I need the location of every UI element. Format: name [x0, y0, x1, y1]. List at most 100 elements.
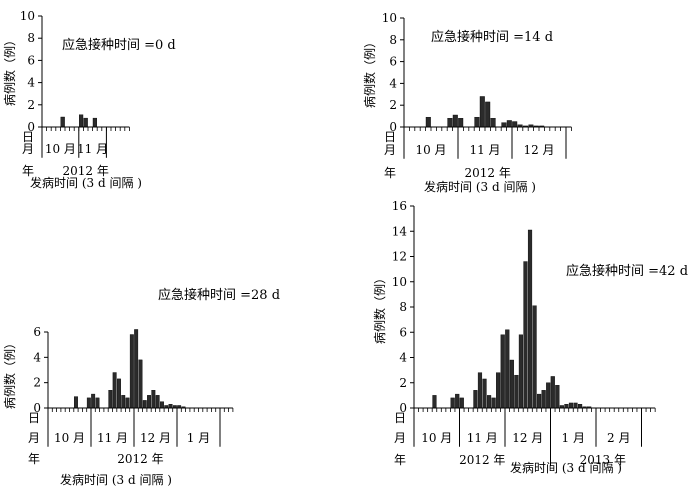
- y-tick-label: 6: [27, 53, 35, 67]
- bar: [578, 404, 583, 409]
- row-label-day: 日: [384, 130, 396, 144]
- bar: [458, 118, 464, 128]
- bar: [147, 395, 152, 409]
- bar: [506, 120, 512, 128]
- row-label-day: 日: [394, 411, 406, 425]
- row-label-year: 年: [28, 452, 40, 466]
- y-tick-label: 2: [399, 376, 407, 390]
- y-tick-label: 0: [389, 120, 397, 134]
- chart-panel-14d: 应急接种时间 =14 d 病例数（例） 发病时间 (3 d 间隔 ) 0 2 4 6 8…: [362, 11, 572, 194]
- bar: [455, 393, 460, 409]
- year-label: 2012 年: [63, 164, 109, 178]
- chart-panel-0d: 应急接种时间 =0 d 病例数（例） 发病时间 (3 d 间隔 ) 0 2 4 6 8 1…: [2, 9, 176, 190]
- bar: [112, 372, 117, 409]
- bar: [523, 261, 528, 409]
- bar: [568, 402, 574, 409]
- bar: [168, 404, 173, 409]
- bar: [501, 122, 507, 128]
- y-tick-label: 6: [33, 325, 41, 339]
- bar: [425, 116, 431, 128]
- y-axis-label: 病例数（例）: [362, 36, 377, 108]
- chart-panel-28d: 应急接种时间 =28 d 病例数（例） 发病时间 (3 d 间隔 ) 0 2 4 6 日…: [2, 287, 280, 487]
- month-label: 2 月: [607, 431, 630, 445]
- chart-title: 应急接种时间 =14 d: [431, 29, 553, 45]
- bar: [95, 397, 100, 409]
- y-tick-label: 8: [27, 31, 35, 45]
- bar: [83, 117, 88, 128]
- row-label-year: 年: [22, 164, 34, 178]
- month-label: 12 月: [140, 431, 171, 445]
- bar: [532, 305, 537, 409]
- y-tick-label: 16: [392, 199, 407, 213]
- bar: [490, 118, 496, 128]
- month-label: 1 月: [187, 431, 210, 445]
- bar: [546, 382, 551, 409]
- bar: [564, 404, 569, 409]
- bar: [134, 329, 139, 409]
- bar: [151, 390, 156, 409]
- month-label: 1 月: [562, 431, 585, 445]
- x-axis-title: 发病时间 (3 d 间隔 ): [60, 472, 172, 487]
- y-tick-label: 4: [399, 351, 407, 365]
- month-label: 10 月: [45, 142, 76, 156]
- bar: [159, 401, 164, 409]
- bar: [512, 121, 518, 128]
- row-label-month: 月: [394, 431, 406, 445]
- row-label-year: 年: [384, 166, 396, 180]
- bar: [92, 117, 97, 128]
- y-tick-label: 10: [392, 275, 407, 289]
- y-tick-label: 4: [33, 350, 41, 364]
- year-label: 2012 年: [465, 166, 511, 180]
- bar: [537, 393, 542, 409]
- y-axis-label: 病例数（例）: [2, 337, 17, 409]
- x-axis-title: 发病时间 (3 d 间隔 ): [30, 175, 142, 190]
- bar: [125, 397, 130, 409]
- chart-title: 应急接种时间 =28 d: [158, 287, 280, 303]
- bar: [450, 397, 455, 409]
- bar: [129, 334, 134, 409]
- y-tick-label: 2: [27, 98, 35, 112]
- x-axis-title: 发病时间 (3 d 间隔 ): [424, 179, 536, 194]
- bar: [485, 101, 491, 128]
- bar: [487, 395, 492, 409]
- bar: [509, 359, 514, 409]
- bar: [477, 372, 483, 409]
- year-label: 2012 年: [117, 452, 163, 466]
- y-tick-label: 0: [27, 120, 35, 134]
- bar: [474, 116, 480, 128]
- y-tick-label: 10: [382, 11, 397, 25]
- month-label: 10 月: [54, 431, 85, 445]
- bar: [496, 372, 501, 409]
- x-axis-title: 发病时间 (3 d 间隔 ): [510, 460, 622, 475]
- row-label-day: 日: [22, 130, 34, 144]
- year-label: 2013 年: [580, 453, 626, 467]
- month-label: 12 月: [523, 143, 554, 157]
- y-tick-label: 8: [389, 33, 397, 47]
- row-label-month: 月: [22, 142, 34, 156]
- row-label-day: 日: [28, 411, 40, 425]
- bar: [452, 114, 458, 128]
- month-label: 10 月: [421, 431, 452, 445]
- month-label: 10 月: [415, 143, 446, 157]
- y-tick-label: 6: [399, 325, 407, 339]
- chart-title: 应急接种时间 =42 d: [566, 263, 688, 279]
- y-axis-label: 病例数（例）: [372, 272, 387, 344]
- y-tick-label: 14: [392, 224, 408, 238]
- month-label: 11 月: [97, 431, 128, 445]
- bar: [573, 402, 578, 409]
- month-label: 11 月: [77, 142, 108, 156]
- bar: [527, 229, 533, 409]
- y-tick-label: 10: [20, 9, 35, 23]
- bar: [447, 118, 453, 128]
- bar: [482, 378, 487, 409]
- row-label-month: 月: [384, 143, 396, 157]
- y-tick-label: 0: [399, 401, 407, 415]
- bar: [459, 397, 464, 409]
- bar: [108, 390, 113, 409]
- bar: [78, 114, 84, 128]
- bar: [491, 397, 496, 409]
- y-tick-label: 4: [389, 76, 397, 90]
- bar: [142, 400, 147, 409]
- y-tick-label: 2: [389, 98, 397, 112]
